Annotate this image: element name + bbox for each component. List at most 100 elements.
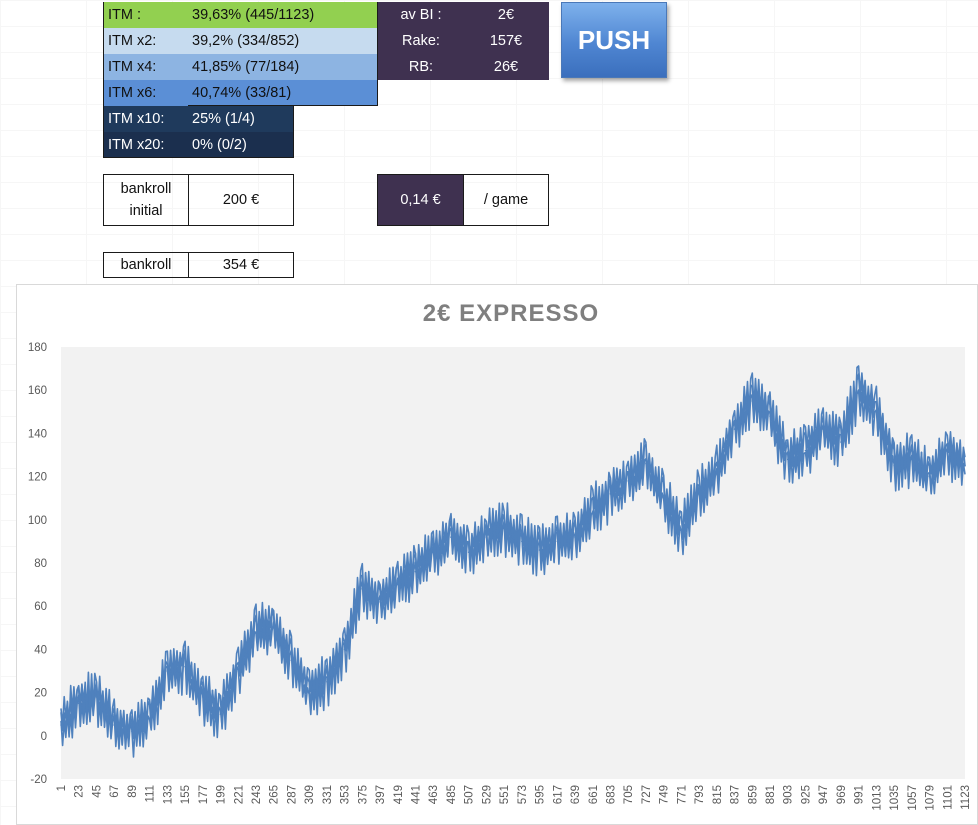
x-tick-label: 23 [74, 785, 86, 798]
y-tick-label: 100 [28, 515, 47, 527]
x-tick-label: 595 [535, 785, 547, 804]
data-point [290, 659, 293, 661]
data-point [556, 540, 559, 543]
x-tick-label: 309 [304, 785, 316, 804]
data-point [911, 458, 913, 461]
x-tick-label: 551 [499, 785, 511, 804]
x-tick-label: 397 [375, 785, 387, 804]
x-tick-label: 793 [694, 785, 706, 804]
y-tick-label: 120 [28, 472, 47, 484]
data-point [432, 551, 435, 553]
push-button[interactable]: PUSH [561, 2, 667, 78]
bankroll-value: 354 € [188, 252, 294, 278]
data-point [414, 570, 417, 573]
data-point [893, 465, 895, 467]
itm-table-divider [188, 105, 378, 106]
rb-value: 26€ [463, 54, 549, 80]
data-point [521, 540, 523, 543]
x-tick-label: 639 [570, 785, 582, 804]
x-tick-label: 749 [659, 785, 671, 804]
data-point [928, 475, 931, 478]
x-tick-label: 661 [588, 785, 600, 804]
x-tick-label: 133 [162, 785, 174, 804]
x-tick-label: 1013 [871, 785, 883, 811]
data-point [379, 601, 381, 603]
data-point [627, 480, 630, 482]
itm-row-value: 40,74% (33/81) [188, 80, 378, 106]
data-point [769, 415, 771, 417]
x-tick-label: 243 [251, 785, 263, 804]
rake-label: Rake: [378, 28, 464, 54]
x-tick-label: 265 [269, 785, 281, 804]
data-point [786, 458, 789, 461]
x-tick-label: 111 [145, 785, 157, 802]
y-tick-label: -20 [30, 774, 47, 786]
data-point [503, 527, 505, 530]
x-tick-label: 463 [428, 785, 440, 804]
itm-row-value: 39,63% (445/1123) [188, 2, 378, 28]
x-tick-label: 771 [676, 785, 688, 804]
x-tick-label: 969 [836, 785, 848, 804]
data-point [326, 681, 328, 683]
data-point [804, 449, 807, 452]
data-point [822, 428, 824, 430]
x-tick-label: 375 [357, 785, 369, 804]
data-point [113, 724, 115, 726]
av-bi-label: av BI : [378, 2, 464, 28]
x-tick-label: 837 [730, 785, 742, 804]
x-tick-label: 573 [517, 785, 529, 804]
data-point [609, 493, 612, 495]
x-tick-label: 221 [233, 785, 245, 804]
data-point [396, 583, 399, 586]
data-point [343, 648, 346, 651]
per-game-label: / game [463, 174, 549, 226]
data-point [645, 462, 647, 465]
data-point [308, 691, 310, 694]
x-tick-label: 441 [411, 785, 423, 804]
bankroll-chart: 2€ EXPRESSO -20 0 20 40 60 80 100 120 140 160 180 1 2… [16, 284, 978, 825]
x-tick-label: 1 [56, 785, 68, 791]
x-tick-label: 925 [800, 785, 812, 804]
data-point [733, 428, 736, 430]
x-tick-label: 529 [481, 785, 493, 804]
x-tick-label: 881 [765, 785, 777, 804]
data-point [964, 465, 966, 467]
data-point [574, 536, 576, 538]
x-tick-label: 199 [216, 785, 228, 804]
bankroll-initial-label: bankroll initial [103, 174, 189, 226]
data-point [131, 730, 133, 733]
itm-row-label: ITM x20: [103, 132, 189, 158]
itm-row-label: ITM x2: [103, 28, 189, 54]
x-tick-label: 485 [446, 785, 458, 804]
itm-table-bottom-border [103, 157, 294, 158]
data-point [591, 510, 594, 512]
av-bi-value: 2€ [463, 2, 549, 28]
data-point [361, 588, 364, 590]
data-point [716, 471, 718, 474]
bankroll-initial-label-line2: initial [129, 203, 163, 219]
data-point [219, 713, 222, 715]
y-tick-label: 60 [34, 601, 47, 613]
y-tick-label: 0 [41, 731, 47, 743]
data-point [698, 493, 700, 495]
x-tick-label: 331 [322, 785, 334, 804]
data-point [77, 702, 80, 705]
data-point [60, 724, 62, 726]
data-point [467, 551, 470, 553]
rb-label: RB: [378, 54, 464, 80]
data-point [166, 670, 169, 672]
data-point [95, 696, 98, 698]
data-point [857, 389, 860, 391]
data-point [237, 670, 240, 672]
plot-area [61, 347, 965, 779]
data-point [148, 717, 151, 720]
itm-row-label: ITM x6: [103, 80, 189, 106]
data-point [184, 665, 186, 668]
chart-title: 2€ EXPRESSO [423, 300, 599, 327]
x-tick-label: 177 [198, 785, 210, 804]
data-point [538, 549, 541, 551]
itm-row-value: 39,2% (334/852) [188, 28, 378, 54]
x-tick-label: 859 [747, 785, 759, 804]
series-line [60, 365, 966, 740]
x-tick-label: 89 [127, 785, 139, 798]
